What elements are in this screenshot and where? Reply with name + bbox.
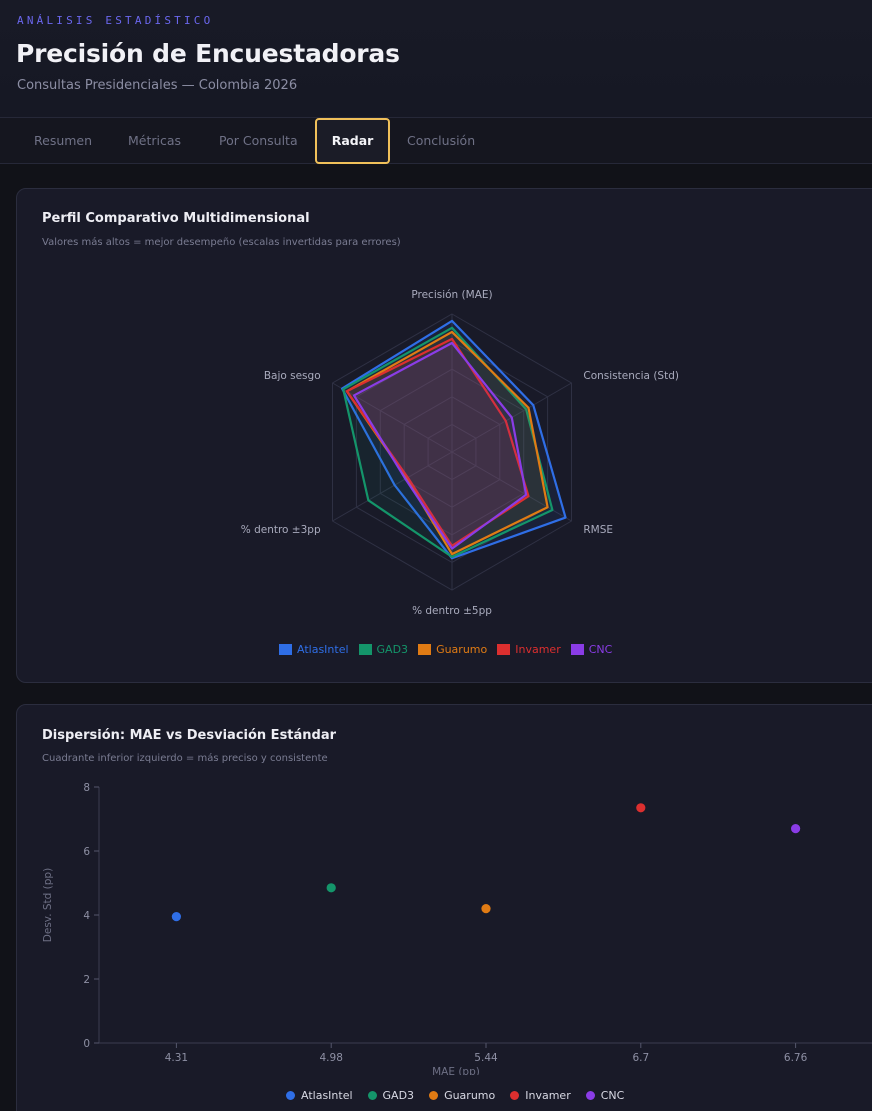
radar-grid: [331, 313, 573, 591]
legend-dot: [429, 1091, 439, 1100]
scatter-legend: AtlasIntel GAD3 Guarumo Invamer CNC: [286, 1089, 639, 1102]
radar-spoke: [332, 451, 453, 522]
radar-card: Perfil Comparativo Multidimensional Valo…: [16, 188, 872, 683]
scatter-card-title: Dispersión: MAE vs Desviación Estándar: [42, 728, 337, 743]
page-header: ANÁLISIS ESTADÍSTICO Precisión de Encues…: [0, 0, 872, 118]
legend-swatch: [358, 644, 372, 655]
tab-conclusion[interactable]: Conclusión: [407, 133, 476, 148]
legend-label: Invamer: [515, 643, 561, 656]
eyebrow-label: ANÁLISIS ESTADÍSTICO: [17, 14, 214, 27]
page-title: Precisión de Encuestadoras: [16, 39, 400, 68]
radar-series-atlasintel: [340, 319, 567, 560]
legend-label: GAD3: [376, 643, 409, 656]
legend-label: CNC: [600, 1089, 625, 1102]
radar-legend-item-guarumo[interactable]: Guarumo: [418, 643, 487, 656]
scatter-point-invamer[interactable]: [636, 803, 646, 813]
radar-legend: AtlasIntel GAD3 Guarumo Invamer CNC: [279, 643, 622, 656]
legend-dot: [286, 1091, 295, 1100]
tab-metricas[interactable]: Métricas: [128, 133, 182, 148]
radar-series-gad3: [342, 326, 554, 558]
scatter-legend-item-guarumo[interactable]: Guarumo: [429, 1089, 495, 1102]
y-tick-label: 2: [83, 974, 90, 986]
scatter-legend-item-atlasintel[interactable]: AtlasIntel: [286, 1089, 353, 1102]
radar-chart: Precisión (MAE) Consistencia (Std) RMSE % d…: [241, 289, 679, 617]
radar-axis-label-dentro-5pp: % dentro ±5pp: [412, 605, 492, 617]
radar-series-invamer: [345, 337, 530, 547]
scatter-legend-item-cnc[interactable]: CNC: [585, 1089, 625, 1102]
radar-axis-label-rmse: RMSE: [583, 524, 613, 536]
page-subtitle: Consultas Presidenciales — Colombia 2026: [17, 78, 298, 93]
x-tick-label: 6.7: [632, 1052, 649, 1064]
legend-label: Guarumo: [444, 1089, 496, 1102]
radar-series-cnc: [352, 341, 528, 550]
legend-dot: [510, 1091, 520, 1100]
y-tick-label: 4: [83, 910, 90, 922]
scatter-legend-item-invamer[interactable]: Invamer: [510, 1089, 571, 1102]
tab-resumen[interactable]: Resumen: [34, 133, 93, 148]
x-tick-label: 6.76: [784, 1052, 808, 1064]
tab-radar[interactable]: Radar: [315, 118, 390, 164]
radar-axis-label-consistencia-std: Consistencia (Std): [583, 370, 679, 382]
legend-dot: [367, 1091, 377, 1100]
scatter-point-cnc[interactable]: [791, 824, 801, 834]
radar-spoke: [332, 382, 453, 453]
radar-legend-item-gad3[interactable]: GAD3: [358, 643, 409, 656]
scatter-point-atlasintel[interactable]: [171, 912, 181, 922]
scatter-point-gad3[interactable]: [326, 883, 336, 893]
scatter-point-guarumo[interactable]: [481, 904, 491, 914]
tab-por-consulta[interactable]: Por Consulta: [219, 133, 298, 148]
legend-label: GAD3: [382, 1089, 415, 1102]
radar-legend-item-atlasintel[interactable]: AtlasIntel: [279, 643, 349, 656]
y-tick-label: 8: [83, 782, 90, 794]
scatter-card: Dispersión: MAE vs Desviación Estándar C…: [16, 704, 872, 1111]
legend-label: Guarumo: [436, 643, 488, 656]
x-tick-label: 5.44: [474, 1052, 498, 1064]
y-tick-label: 0: [83, 1038, 90, 1050]
tab-bar: Resumen Métricas Por Consulta Radar Conc…: [0, 118, 872, 164]
scatter-card-subtitle: Cuadrante inferior izquierdo = más preci…: [42, 753, 328, 764]
legend-swatch: [279, 644, 292, 655]
legend-label: AtlasIntel: [297, 643, 349, 656]
legend-dot: [585, 1091, 595, 1100]
x-axis-title: MAE (pp): [432, 1066, 480, 1075]
legend-label: AtlasIntel: [301, 1089, 353, 1102]
legend-swatch: [570, 644, 584, 655]
radar-axis-label-bajo-sesgo: Bajo sesgo: [264, 370, 321, 382]
legend-label: CNC: [588, 643, 613, 656]
scatter-chart: 0 2 4 6 8 4.31 4.98 5.44 6.7 6.76 MAE (pp) Desv. St…: [42, 782, 872, 1075]
radar-legend-item-cnc[interactable]: CNC: [570, 643, 613, 656]
x-tick-label: 4.31: [165, 1052, 188, 1064]
legend-swatch: [497, 644, 511, 655]
legend-swatch: [418, 644, 432, 655]
radar-legend-item-invamer[interactable]: Invamer: [497, 643, 561, 656]
y-axis-title: Desv. Std (pp): [42, 868, 54, 942]
radar-card-title: Perfil Comparativo Multidimensional: [42, 211, 310, 226]
legend-label: Invamer: [525, 1089, 571, 1102]
radar-axis-label-precision-mae: Precisión (MAE): [411, 289, 492, 301]
x-tick-label: 4.98: [320, 1052, 343, 1064]
scatter-legend-item-gad3[interactable]: GAD3: [367, 1089, 415, 1102]
radar-axis-label-dentro-3pp: % dentro ±3pp: [241, 524, 321, 536]
radar-card-subtitle: Valores más altos = mejor desempeño (esc…: [42, 237, 401, 248]
y-tick-label: 6: [83, 846, 90, 858]
